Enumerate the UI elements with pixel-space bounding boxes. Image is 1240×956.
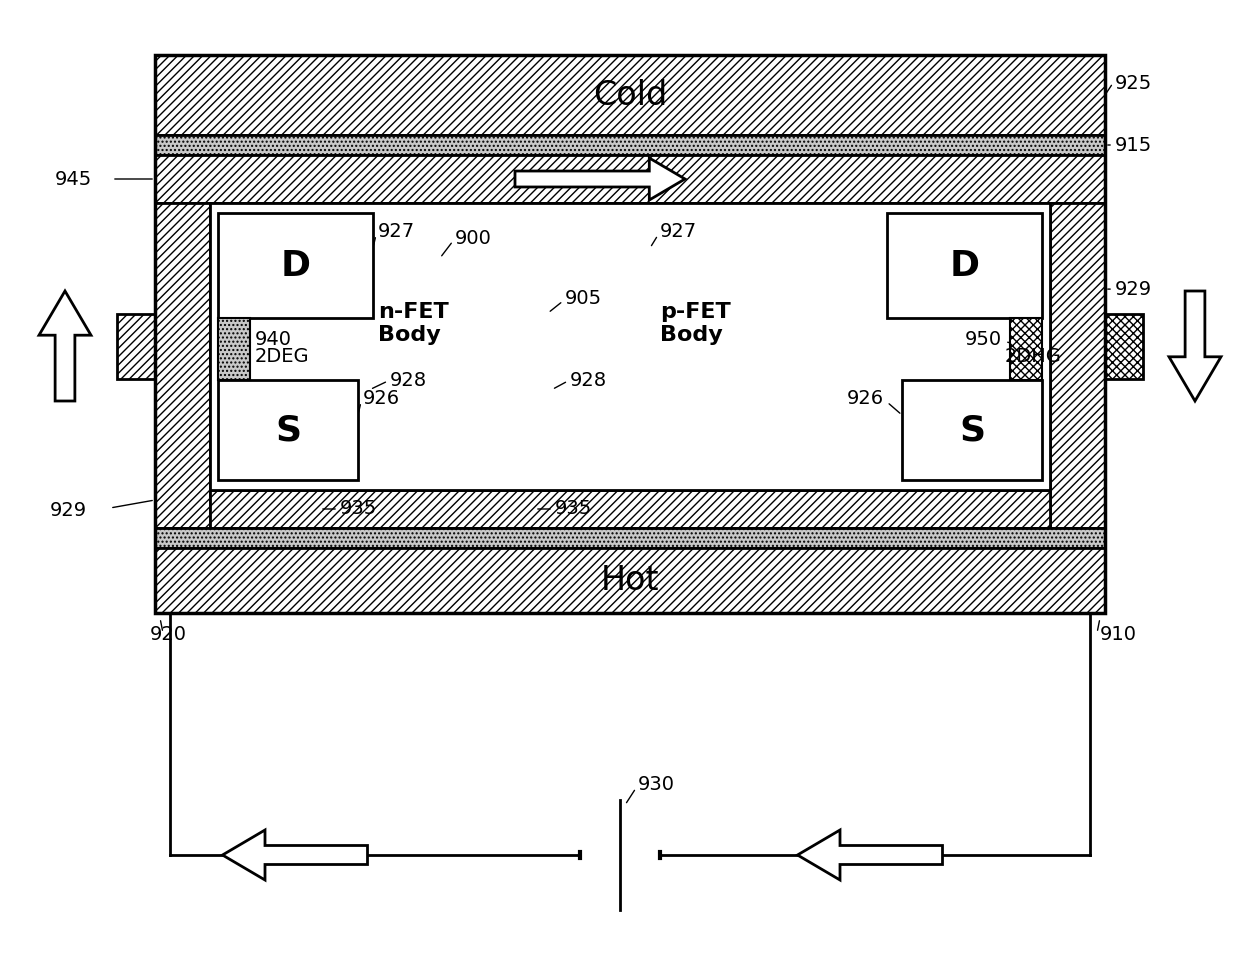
Bar (117, 314, 155, 379)
Bar (155, 55, 1105, 613)
Text: 950: 950 (965, 330, 1002, 349)
Bar (1105, 314, 1143, 379)
Text: 915: 915 (1115, 136, 1152, 155)
Bar (218, 318, 250, 380)
Text: 935: 935 (340, 499, 377, 518)
Text: D: D (950, 249, 980, 283)
Text: 927: 927 (378, 222, 415, 241)
Bar (887, 213, 1042, 318)
Text: 926: 926 (847, 388, 884, 407)
Text: Cold: Cold (593, 78, 667, 112)
Text: 926: 926 (363, 388, 401, 407)
Text: 940: 940 (255, 330, 291, 349)
Bar (155, 203, 210, 528)
Text: Hot: Hot (600, 564, 660, 597)
Text: 920: 920 (150, 625, 187, 644)
Bar (218, 213, 373, 318)
Bar (1050, 203, 1105, 528)
Text: 930: 930 (639, 775, 675, 794)
Bar (155, 528, 1105, 548)
Text: D: D (280, 249, 310, 283)
Polygon shape (1169, 291, 1221, 401)
Text: S: S (959, 413, 985, 447)
Text: 929: 929 (1115, 279, 1152, 298)
Bar (210, 490, 1050, 528)
Text: p-FET
Body: p-FET Body (660, 302, 730, 345)
Polygon shape (38, 291, 91, 401)
Text: 925: 925 (1115, 74, 1152, 93)
Bar (218, 380, 358, 480)
Text: n-FET
Body: n-FET Body (378, 302, 449, 345)
Bar (155, 155, 1105, 203)
Polygon shape (515, 158, 684, 200)
Text: 2DHG: 2DHG (1004, 347, 1061, 366)
Bar (155, 135, 1105, 155)
Text: 929: 929 (50, 501, 87, 519)
Text: 927: 927 (660, 222, 697, 241)
Bar (210, 203, 1050, 490)
Text: 905: 905 (565, 289, 603, 308)
Text: 928: 928 (570, 372, 608, 390)
Text: 945: 945 (55, 169, 92, 188)
Text: 900: 900 (455, 228, 492, 248)
Text: 935: 935 (556, 499, 593, 518)
Text: 928: 928 (391, 372, 427, 390)
Bar (155, 548, 1105, 613)
Polygon shape (797, 830, 942, 880)
Text: 910: 910 (1100, 625, 1137, 644)
Text: 2DEG: 2DEG (255, 347, 310, 366)
Polygon shape (222, 830, 367, 880)
Bar (155, 55, 1105, 135)
Text: S: S (275, 413, 301, 447)
Bar (1011, 318, 1042, 380)
Bar (901, 380, 1042, 480)
